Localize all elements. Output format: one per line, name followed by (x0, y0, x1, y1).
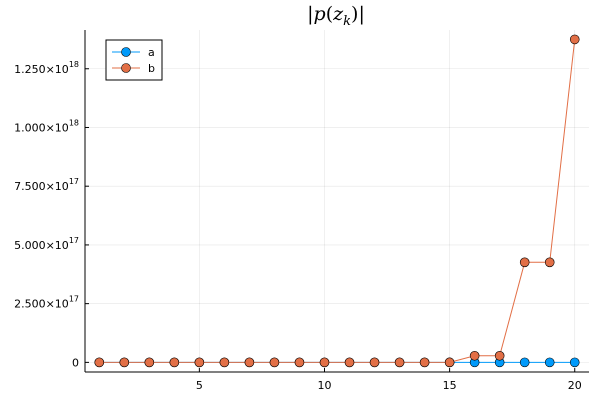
legend-box (105, 39, 163, 81)
data-point-b (269, 357, 280, 368)
x-tick-label: 15 (443, 379, 457, 392)
data-point-b (394, 357, 405, 368)
x-tick-label: 5 (196, 379, 203, 392)
data-point-b (469, 350, 480, 361)
axes: 5 10 15 20 0 2.500×1017 5.000×1017 7.500×1017 1.… (14, 30, 589, 392)
x-tick-label: 10 (317, 379, 331, 392)
legend-marker-a (121, 47, 131, 57)
data-point-a (544, 357, 555, 368)
y-tick-label: 2.500×1017 (14, 295, 79, 311)
legend: ab (105, 39, 163, 81)
legend-label-b: b (148, 62, 155, 75)
data-point-b (444, 357, 455, 368)
data-point-b (119, 357, 130, 368)
data-point-b (519, 257, 530, 268)
data-point-b (569, 34, 580, 45)
plot-series (94, 34, 580, 368)
y-tick-label: 7.500×1017 (14, 177, 79, 193)
data-point-b (294, 357, 305, 368)
y-tick-label: 5.000×1017 (14, 236, 79, 252)
y-tick-label: 0 (72, 356, 79, 369)
y-tick-label: 1.000×1018 (14, 118, 79, 134)
data-point-b (219, 357, 230, 368)
legend-marker-b (121, 63, 131, 73)
data-point-b (494, 350, 505, 361)
data-point-b (94, 357, 105, 368)
data-point-b (369, 357, 380, 368)
data-point-b (244, 357, 255, 368)
y-tick-label: 1.250×1018 (14, 60, 79, 76)
data-point-b (194, 357, 205, 368)
data-point-a (519, 357, 530, 368)
x-tick-label: 20 (568, 379, 582, 392)
data-point-b (344, 357, 355, 368)
data-point-b (144, 357, 155, 368)
data-point-b (319, 357, 330, 368)
data-point-b (419, 357, 430, 368)
data-point-a (569, 357, 580, 368)
data-point-b (544, 257, 555, 268)
data-point-b (169, 357, 180, 368)
legend-label-a: a (148, 46, 155, 59)
chart-title: |p(zk)| (307, 3, 365, 29)
